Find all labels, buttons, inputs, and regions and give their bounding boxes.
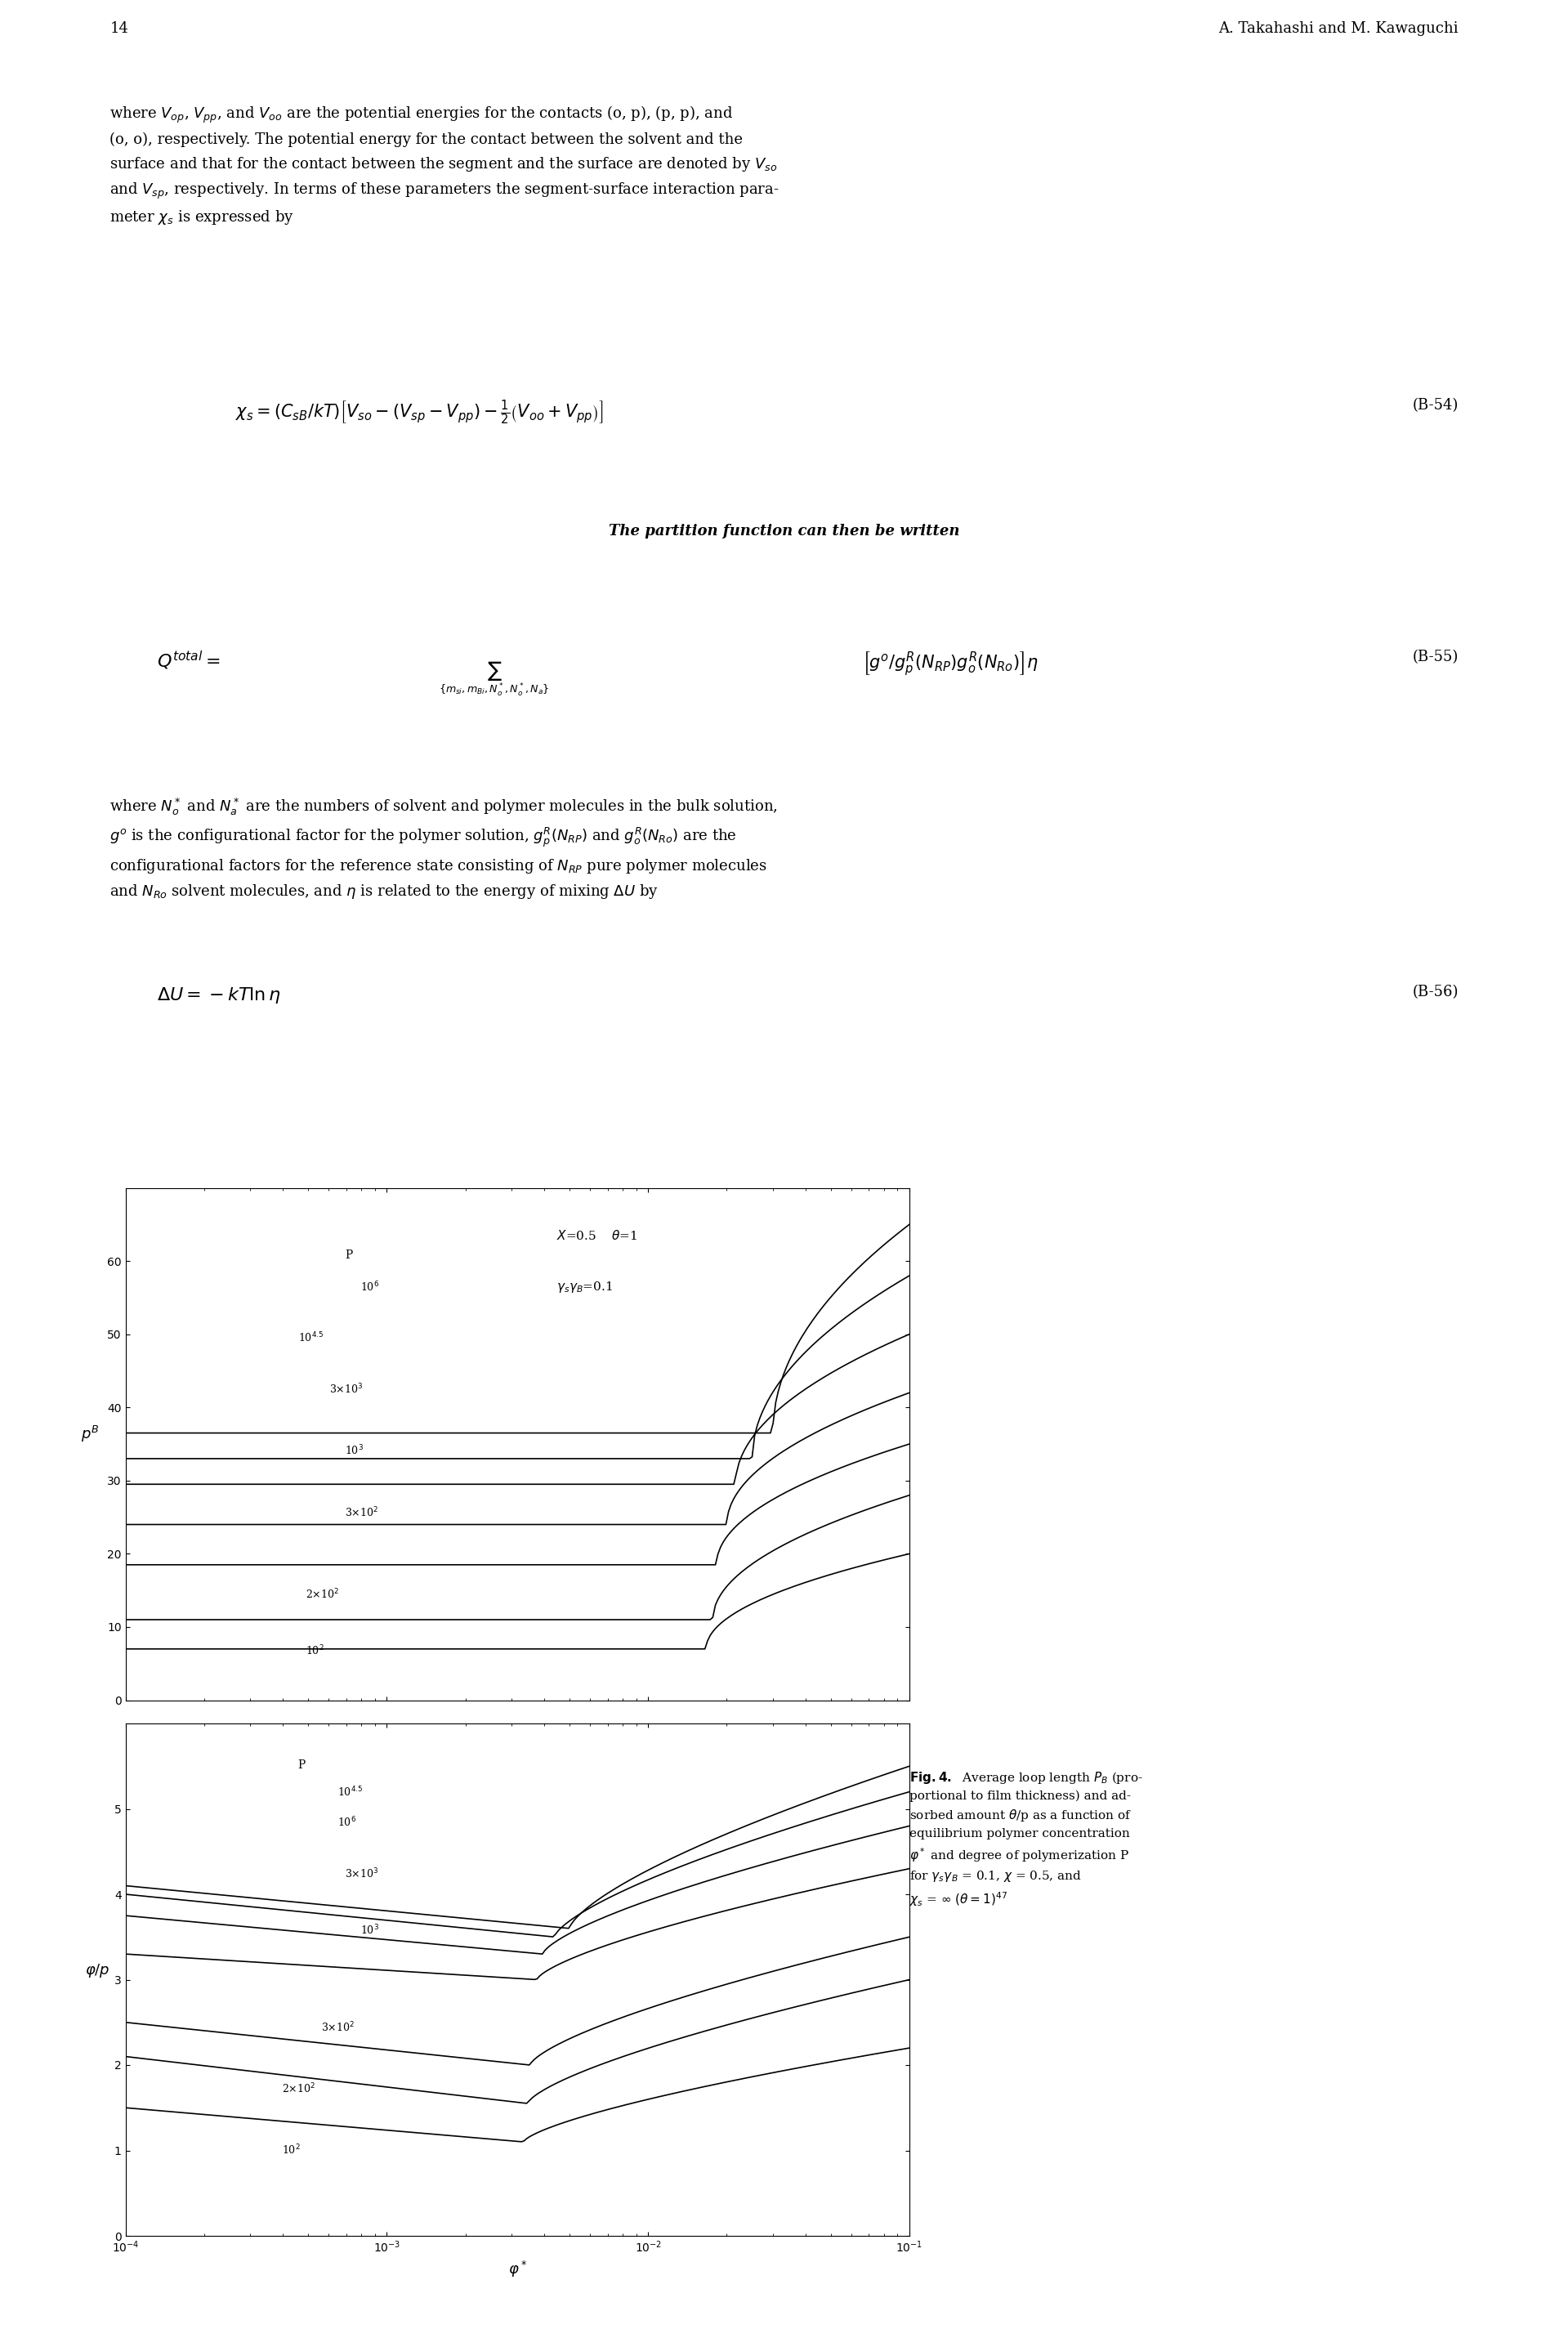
Y-axis label: $\varphi/p$: $\varphi/p$ [85,1963,110,1980]
Text: 10$^3$: 10$^3$ [345,1444,364,1458]
Text: $\gamma_s\gamma_B$=0.1: $\gamma_s\gamma_B$=0.1 [557,1281,613,1295]
Text: 3$\times$10$^3$: 3$\times$10$^3$ [345,1868,379,1880]
Text: P: P [345,1248,353,1260]
Text: $\bf{Fig. 4.}$  Average loop length $P_B$ (pro-
portional to film thickness) and: $\bf{Fig. 4.}$ Average loop length $P_B$… [909,1770,1143,1907]
Text: 10$^3$: 10$^3$ [361,1924,379,1938]
Text: 10$^6$: 10$^6$ [337,1817,356,1828]
Text: $Q^{total} =$: $Q^{total} =$ [157,650,221,673]
Text: 3$\times$10$^2$: 3$\times$10$^2$ [345,1505,378,1519]
Text: where $N_o^*$ and $N_a^*$ are the numbers of solvent and polymer molecules in th: where $N_o^*$ and $N_a^*$ are the number… [110,797,778,901]
Text: (B-56): (B-56) [1413,985,1458,999]
Text: 10$^{4.5}$: 10$^{4.5}$ [298,1332,323,1344]
Text: $\Delta U = -kT\ln\eta$: $\Delta U = -kT\ln\eta$ [157,985,281,1004]
Text: 2$\times$10$^2$: 2$\times$10$^2$ [306,1588,339,1600]
Text: 14: 14 [110,21,129,35]
Text: The partition function can then be written: The partition function can then be writt… [608,524,960,538]
Text: $\chi_s = (C_{sB}/kT)\left[V_{so} - (V_{sp} - V_{pp}) - \frac{1}{2}\left(V_{oo} : $\chi_s = (C_{sB}/kT)\left[V_{so} - (V_{… [235,398,604,426]
Text: A. Takahashi and M. Kawaguchi: A. Takahashi and M. Kawaguchi [1218,21,1458,35]
Text: 10$^2$: 10$^2$ [282,2143,301,2157]
Text: 10$^2$: 10$^2$ [306,1644,325,1658]
X-axis label: $\varphi^*$: $\varphi^*$ [508,2259,527,2280]
Text: (B-55): (B-55) [1413,650,1458,664]
Text: (B-54): (B-54) [1413,398,1458,412]
Text: 10$^{4.5}$: 10$^{4.5}$ [337,1784,362,1798]
Text: $\sum_{\{m_{si}, m_{Bi}, N_o^*, N_o^*, N_a\}}$: $\sum_{\{m_{si}, m_{Bi}, N_o^*, N_o^*, N… [439,661,550,699]
Text: where $V_{op}$, $V_{pp}$, and $V_{oo}$ are the potential energies for the contac: where $V_{op}$, $V_{pp}$, and $V_{oo}$ a… [110,105,779,226]
Y-axis label: $p^B$: $p^B$ [82,1425,99,1444]
Text: 10$^6$: 10$^6$ [361,1281,379,1293]
Text: P: P [298,1758,306,1770]
Text: 2$\times$10$^2$: 2$\times$10$^2$ [282,2082,315,2096]
Text: $X$=0.5    $\theta$=1: $X$=0.5 $\theta$=1 [557,1230,638,1241]
Text: 3$\times$10$^3$: 3$\times$10$^3$ [329,1383,364,1395]
Text: $\left[g^o/g_p^R(N_{RP})g_o^R(N_{Ro})\right]\eta$: $\left[g^o/g_p^R(N_{RP})g_o^R(N_{Ro})\ri… [862,650,1038,678]
Text: 3$\times$10$^2$: 3$\times$10$^2$ [321,2022,354,2033]
